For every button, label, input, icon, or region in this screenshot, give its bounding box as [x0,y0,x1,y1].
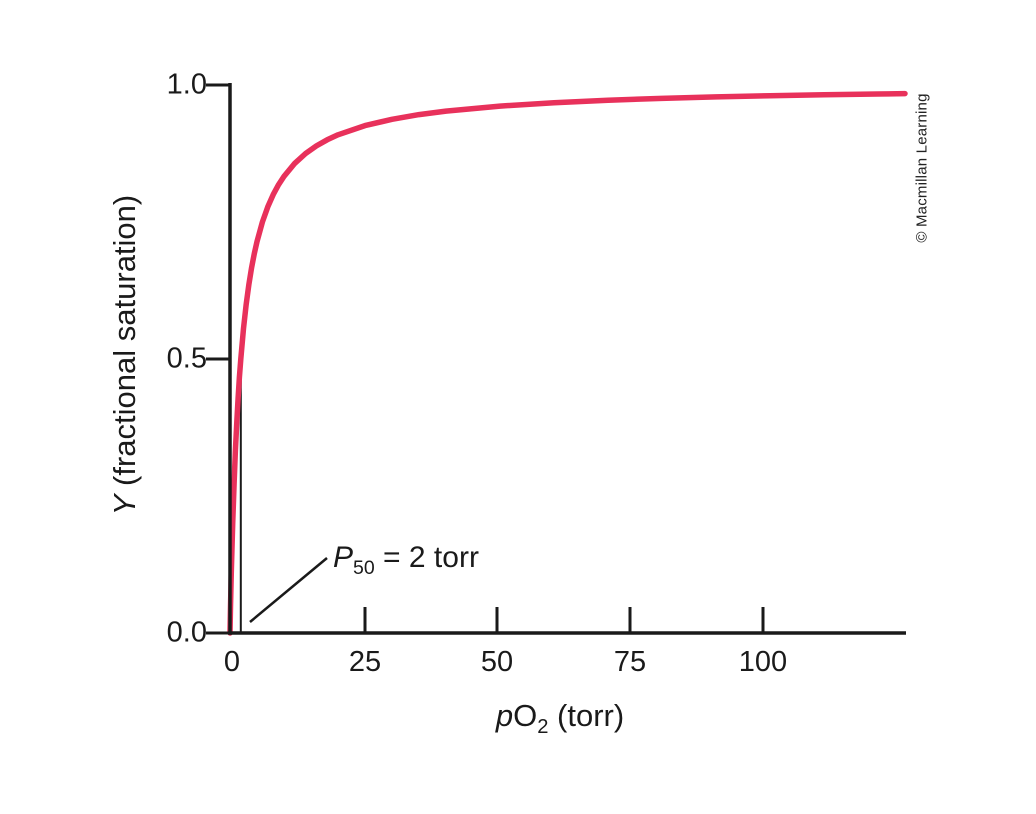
y-axis-label-y: Y [107,494,142,516]
y-tick-label-0.0: 0.0 [166,616,207,649]
y-tick-label-0.5: 0.5 [166,342,207,375]
p50-annotation-rest: = 2 torr [374,541,479,574]
x-axis-label: pO2 (torr) [496,698,624,739]
p50-annotation: P50 = 2 torr [333,541,479,580]
y-tick-label-1.0: 1.0 [166,68,207,101]
x-axis-label-o: O [513,698,538,733]
x-tick-label-75: 75 [613,646,647,678]
x-tick-label-50: 50 [480,646,514,678]
x-axis-label-rest: (torr) [548,698,625,733]
x-axis-ticks [363,607,765,633]
p50-annotation-sub: 50 [353,557,375,579]
saturation-curve [227,90,908,636]
credit-macmillan: © Macmillan Learning [913,93,931,243]
p50-annotation-pointer-line [249,557,328,623]
x-axis-label-p: p [495,698,514,733]
p50-annotation-p: P [333,541,354,574]
y-axis-ticks [206,83,229,635]
x-tick-label-25: 25 [348,646,382,678]
x-tick-label-0: 0 [223,646,241,678]
x-axis-label-sub: 2 [537,716,549,739]
x-tick-label-100: 100 [738,646,788,678]
y-axis-label: Y (fractional saturation) [107,195,143,516]
y-axis-label-rest: (fractional saturation) [107,194,142,495]
